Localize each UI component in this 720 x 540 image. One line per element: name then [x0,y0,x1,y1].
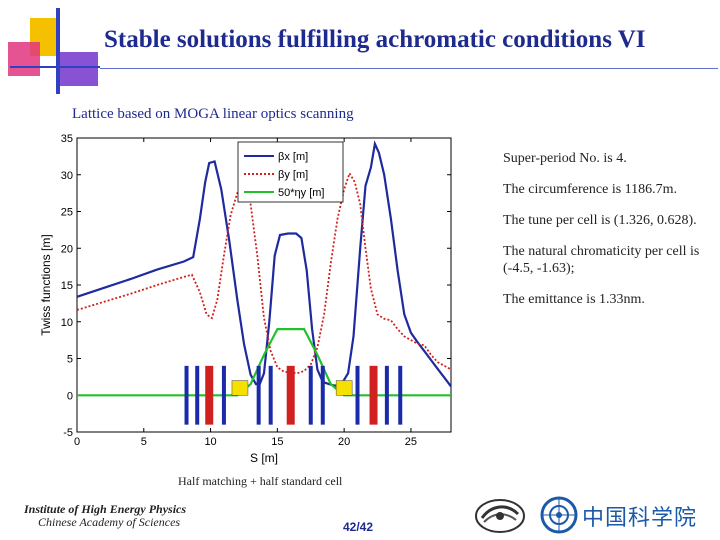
slide-title: Stable solutions fulfilling achromatic c… [104,26,646,53]
slide-subtitle: Lattice based on MOGA linear optics scan… [72,106,354,122]
magnet-quad [320,365,325,425]
y-axis-label: Twiss functions [m] [40,234,53,335]
chart-caption: Half matching + half standard cell [178,474,343,488]
ihep-logo-icon [475,499,525,533]
magnet-quad [268,365,273,425]
magnet-dipole [369,365,378,425]
x-axis-label: S [m] [250,451,278,465]
series-line-1 [76,171,452,375]
title-underline [100,68,718,69]
note-chromaticity: The natural chromaticity per cell is (-4… [503,244,700,276]
y-tick-label: 0 [67,390,73,402]
corner-purple-block [58,52,98,86]
y-tick-label: -5 [63,427,73,439]
cas-emblem-icon [540,496,578,534]
note-circumference: The circumference is 1186.7m. [503,182,678,197]
y-tick-label: 25 [61,207,73,219]
cas-logo-text: 中国科学院 [582,506,698,531]
magnet-quad [308,365,313,425]
y-tick-label: 15 [61,280,73,292]
corner-pink-block [8,42,40,76]
x-tick-label: 5 [141,436,147,448]
magnet-quad [221,365,226,425]
corner-vertical-line [56,8,60,94]
y-tick-label: 5 [67,354,73,366]
magnet-sext [335,380,353,396]
magnet-dipole [205,365,214,425]
x-tick-label: 20 [338,436,350,448]
note-tune: The tune per cell is (1.326, 0.628). [503,213,697,228]
magnet-quad [384,365,389,425]
legend-label: βy [m] [278,169,308,181]
magnet-dipole [286,365,295,425]
y-tick-label: 10 [61,317,73,329]
magnet-quad [256,365,261,425]
x-tick-label: 15 [271,436,283,448]
y-tick-label: 20 [61,243,73,255]
x-tick-label: 0 [74,436,80,448]
corner-horizontal-line [10,66,100,68]
magnet-quad [398,365,403,425]
x-tick-label: 10 [204,436,216,448]
page-number: 42/42 [343,520,374,534]
magnet-quad [195,365,200,425]
y-tick-label: 30 [61,170,73,182]
note-super-period: Super-period No. is 4. [503,151,627,166]
magnet-sext [231,380,249,396]
institute-name: Institute of High Energy Physics [24,502,187,516]
y-tick-label: 35 [61,133,73,145]
series-line-0 [76,140,452,388]
academy-name: Chinese Academy of Sciences [38,515,181,529]
lattice-notes: Super-period No. is 4. The circumference… [503,150,713,322]
magnet-quad [184,365,189,425]
legend-label: 50*ηy [m] [278,187,324,199]
legend-label: βx [m] [278,151,308,163]
note-emittance: The emittance is 1.33nm. [503,292,645,307]
x-tick-label: 25 [405,436,417,448]
magnet-quad [355,365,360,425]
